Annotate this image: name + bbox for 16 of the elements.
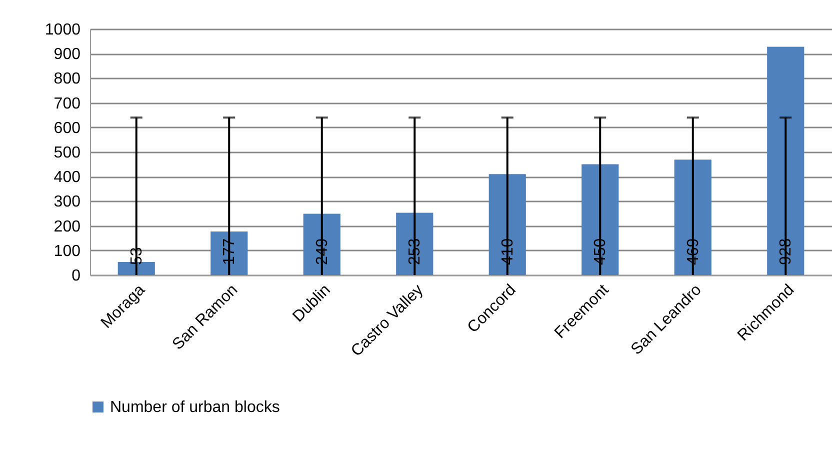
legend-label: Number of urban blocks bbox=[110, 399, 280, 416]
y-tick-label: 900 bbox=[54, 46, 81, 64]
y-tick-label: 300 bbox=[54, 194, 81, 211]
y-tick-label: 400 bbox=[54, 169, 81, 186]
y-tick-label: 600 bbox=[54, 120, 81, 137]
y-tick-label: 100 bbox=[54, 242, 81, 260]
bar bbox=[488, 174, 526, 275]
y-tick-label: 200 bbox=[54, 218, 81, 236]
y-tick-label: 1000 bbox=[44, 22, 81, 38]
bar bbox=[767, 46, 804, 275]
bar bbox=[582, 164, 619, 275]
y-tick-label: 0 bbox=[72, 268, 81, 284]
bar bbox=[674, 160, 712, 275]
y-tick-label: 800 bbox=[54, 70, 81, 88]
y-tick-label: 700 bbox=[54, 95, 81, 112]
y-tick-label: 500 bbox=[54, 144, 81, 162]
